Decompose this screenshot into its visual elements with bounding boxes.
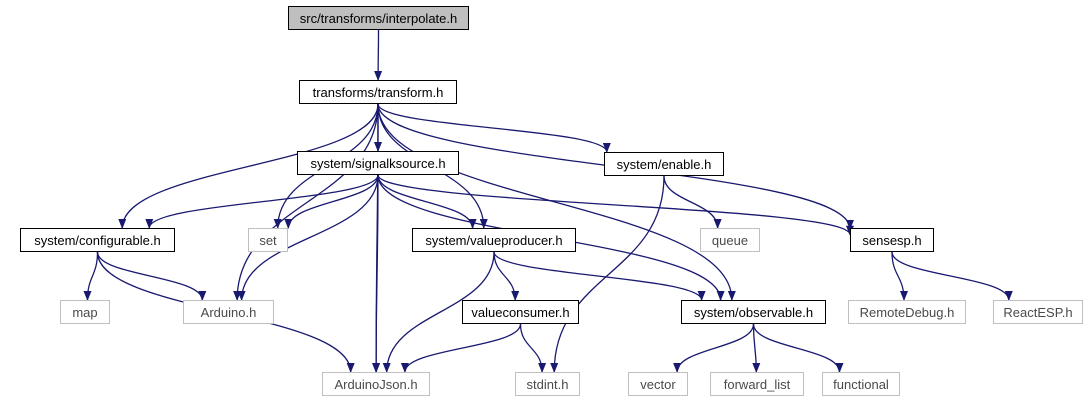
edge-valueconsumer-to-stdint (519, 323, 547, 373)
node-configurable-h[interactable]: system/configurable.h (20, 228, 175, 252)
node-functional: functional (822, 372, 900, 396)
node-remotedebug-h: RemoteDebug.h (848, 300, 966, 324)
edge-sensesp-to-remotedebug (891, 251, 908, 301)
edge-transform-to-observable (377, 103, 736, 301)
edge-signalksource-to-set (284, 174, 379, 229)
edge-signalksource-to-configurable (145, 174, 379, 229)
node-arduinojson-h: ArduinoJson.h (322, 372, 430, 396)
edge-valueproducer-to-observable (493, 251, 706, 301)
edge-signalksource-to-valueproducer (377, 174, 477, 229)
node-interpolate-h: src/transforms/interpolate.h (288, 6, 469, 30)
edge-signalksource-to-arduinojson (372, 174, 381, 373)
edge-transform-to-configurable (118, 103, 379, 229)
edge-enable-to-stdint (550, 175, 665, 373)
node-signalksource-h[interactable]: system/signalksource.h (297, 151, 459, 175)
node-stdint-h: stdint.h (515, 372, 580, 396)
node-observable-h[interactable]: system/observable.h (681, 300, 826, 324)
node-sensesp-h[interactable]: sensesp.h (850, 228, 934, 252)
edge-signalksource-to-sensesp (377, 174, 854, 236)
edge-configurable-to-map (83, 251, 99, 301)
edge-configurable-to-arduino (96, 251, 207, 301)
edge-observable-to-forward_list (752, 323, 761, 373)
node-arduino-h: Arduino.h (183, 300, 274, 324)
node-transform-h[interactable]: transforms/transform.h (299, 80, 457, 104)
node-forward-list: forward_list (710, 372, 804, 396)
edge-observable-to-vector (673, 323, 755, 373)
node-vector: vector (628, 372, 688, 396)
node-queue: queue (700, 228, 760, 252)
edge-enable-to-queue (663, 175, 722, 229)
node-set: set (248, 228, 288, 252)
edge-signalksource-to-arduino (237, 174, 379, 301)
node-valueproducer-h[interactable]: system/valueproducer.h (412, 228, 576, 252)
edge-valueproducer-to-valueconsumer (493, 251, 520, 301)
edge-sensesp-to-reactesp (891, 251, 1013, 301)
edge-transform-to-arduino (233, 103, 379, 301)
edge-transform-to-enable (377, 103, 611, 153)
node-enable-h[interactable]: system/enable.h (604, 152, 724, 176)
edge-valueconsumer-to-arduinojson (400, 323, 522, 373)
node-map: map (60, 300, 110, 324)
node-reactesp-h: ReactESP.h (993, 300, 1083, 324)
edge-valueproducer-to-arduinojson (382, 251, 495, 373)
edge-observable-to-functional (752, 323, 844, 373)
node-valueconsumer-h[interactable]: valueconsumer.h (462, 300, 579, 324)
dependency-edges (83, 29, 1013, 373)
